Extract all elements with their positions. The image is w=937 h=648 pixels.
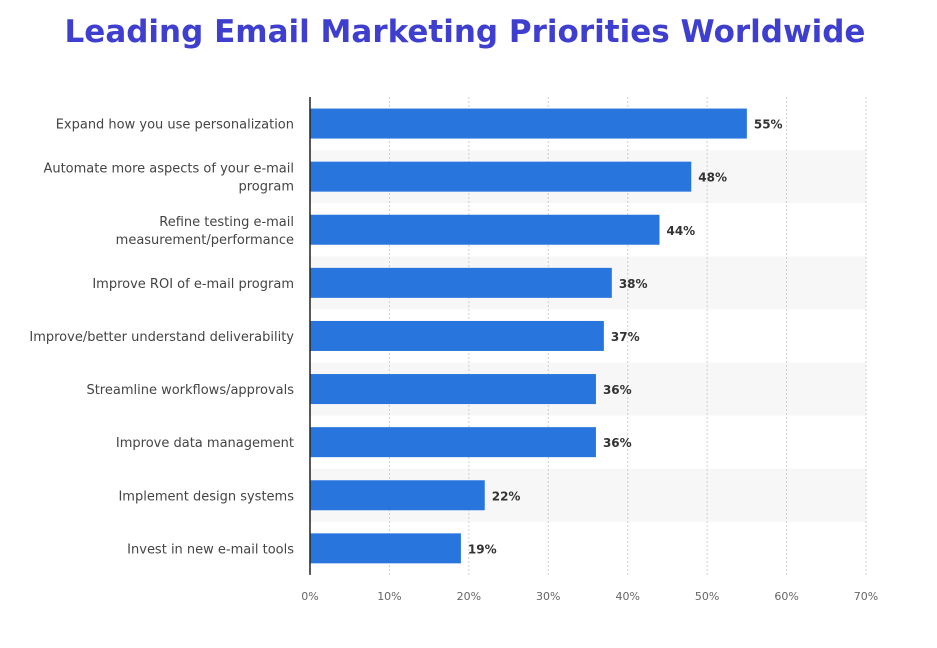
bar	[310, 108, 747, 139]
category-label: Improve data management	[116, 436, 294, 451]
bar	[310, 320, 604, 351]
bar	[310, 267, 612, 298]
bar	[310, 161, 692, 192]
x-tick-label: 30%	[536, 590, 560, 603]
bar	[310, 480, 485, 511]
x-tick-label: 20%	[457, 590, 481, 603]
category-label: Improve/better understand deliverability	[29, 330, 294, 345]
data-label: 36%	[603, 436, 632, 450]
x-tick-label: 0%	[301, 590, 318, 603]
category-label: program	[239, 180, 295, 195]
data-label: 22%	[492, 489, 521, 503]
data-label: 37%	[611, 330, 640, 344]
x-tick-label: 40%	[615, 590, 639, 603]
bar	[310, 533, 461, 564]
x-tick-label: 10%	[377, 590, 401, 603]
data-label: 44%	[666, 224, 695, 238]
bar	[310, 374, 596, 405]
data-label: 36%	[603, 383, 632, 397]
data-label: 55%	[754, 118, 783, 132]
x-tick-label: 70%	[854, 590, 878, 603]
data-label: 38%	[619, 277, 648, 291]
x-tick-label: 60%	[774, 590, 798, 603]
data-label: 48%	[698, 171, 727, 185]
category-label: Implement design systems	[118, 489, 294, 504]
chart-title: Leading Email Marketing Priorities World…	[64, 14, 866, 50]
category-label: Expand how you use personalization	[56, 118, 294, 133]
data-label: 19%	[468, 542, 497, 556]
x-tick-label: 50%	[695, 590, 719, 603]
category-label: Automate more aspects of your e-mail	[43, 162, 294, 177]
bar	[310, 427, 596, 458]
category-label: Improve ROI of e-mail program	[92, 277, 294, 292]
category-label: measurement/performance	[116, 233, 294, 248]
category-label: Refine testing e-mail	[159, 215, 294, 230]
category-label: Invest in new e-mail tools	[127, 542, 294, 557]
bar	[310, 214, 660, 245]
category-label: Streamline workflows/approvals	[86, 383, 294, 398]
